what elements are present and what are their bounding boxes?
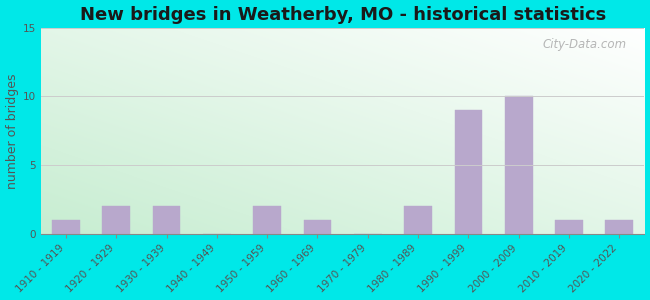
Bar	[103, 206, 130, 234]
Bar	[254, 206, 281, 234]
Bar	[404, 206, 432, 234]
Bar	[304, 220, 332, 234]
Bar	[605, 220, 633, 234]
Bar	[153, 206, 181, 234]
Title: New bridges in Weatherby, MO - historical statistics: New bridges in Weatherby, MO - historica…	[79, 6, 606, 24]
Text: City-Data.com: City-Data.com	[542, 38, 627, 51]
Bar	[52, 220, 80, 234]
Bar	[505, 97, 532, 234]
Bar	[555, 220, 583, 234]
Y-axis label: number of bridges: number of bridges	[6, 73, 19, 188]
Bar	[454, 110, 482, 234]
